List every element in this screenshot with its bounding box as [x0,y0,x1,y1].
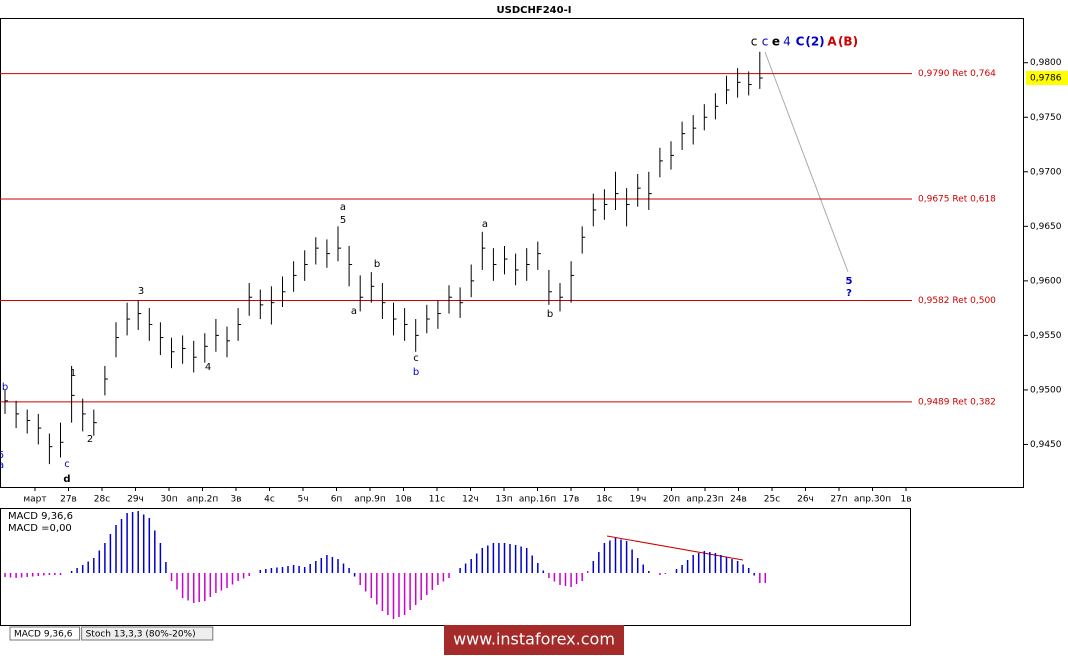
watermark-bg [444,625,624,655]
wave-label: 4 [783,35,791,49]
x-tick-label: 10в [395,495,412,505]
x-tick-label: 29ч [127,495,144,505]
level-label: 0,9790 Ret 0,764 [918,69,996,79]
wave-label: 5 [340,215,346,226]
wave-label: c [751,35,758,49]
wave-label: b [547,309,553,320]
x-tick-label: 27п [830,495,847,505]
wave-label: a [0,460,4,471]
wave-label: (2) [805,35,824,49]
wave-label: ? [846,288,852,299]
x-tick-label: 3в [230,495,241,505]
wave-label: 5 [0,450,4,461]
y-tick-label: 0,9500 [1030,385,1062,395]
x-tick-label: 28с [94,495,110,505]
y-tick-label: 0,9800 [1030,58,1062,68]
wave-label: c [413,353,419,364]
tab-label: MACD 9,36,6 [14,630,73,640]
x-tick-label: 5ч [297,495,308,505]
watermark: www.instaforex.com [453,630,615,649]
y-tick-label: 0,9700 [1030,167,1062,177]
x-tick-label: 30п [160,495,177,505]
x-tick-label: 11с [429,495,445,505]
x-tick-label: 17в [563,495,580,505]
divergence-line [606,535,744,561]
y-tick-label: 0,9600 [1030,276,1062,286]
wave-label: 1 [70,368,76,379]
x-tick-label: 27в [60,495,77,505]
x-tick-label: 24в [730,495,747,505]
wave-label: C [796,35,805,49]
chart-title: USDCHF240-I [497,5,572,16]
wave-label: c [64,459,70,470]
macd-value: MACD =0,00 [8,523,72,534]
wave-label: d [63,474,70,485]
price-label: 0,9786 [1030,73,1062,83]
x-tick-label: март [23,495,46,505]
level-label: 0,9675 Ret 0,618 [918,195,996,205]
wave-label: 5 [846,276,853,287]
wave-label: c [762,35,769,49]
price-box [1026,70,1068,85]
x-tick-label: 13п [495,495,512,505]
x-tick-label: апр.2п [187,495,219,505]
tab [81,626,214,641]
wave-label: A [827,35,837,49]
wave-label: b [374,259,380,270]
x-tick-label: апр.16п [519,495,556,505]
level-label: 0,9582 Ret 0,500 [918,296,996,306]
level-label: 0,9489 Ret 0,382 [918,397,996,407]
x-tick-label: 26ч [797,495,814,505]
y-tick-label: 0,9550 [1030,331,1062,341]
x-tick-label: 18с [596,495,612,505]
x-tick-label: апр.23п [686,495,723,505]
x-tick-label: 20п [663,495,680,505]
wave-label: a [351,306,357,317]
wave-label: a [340,202,346,213]
macd-label: MACD 9,36,6 [8,511,73,522]
wave-label: b [2,382,8,393]
y-tick-label: 0,9450 [1030,440,1062,450]
forecast-line [764,51,849,273]
tab-label: Stoch 13,3,3 (80%-20%) [86,630,196,640]
x-tick-label: 19ч [630,495,647,505]
wave-label: b [413,367,419,378]
wave-label: e [772,35,780,49]
x-tick-label: апр.9п [354,495,386,505]
x-tick-label: 25с [764,495,780,505]
wave-label: a [482,219,488,230]
macd-frame [0,508,911,626]
x-tick-label: 12ч [462,495,479,505]
wave-label: 2 [87,434,93,445]
y-tick-label: 0,9750 [1030,113,1062,123]
wave-label: 4 [205,362,211,373]
wave-label: 3 [138,286,144,297]
x-tick-label: апр.30п [854,495,891,505]
wave-label: (B) [838,35,858,49]
x-tick-label: 6п [331,495,343,505]
main-frame [0,18,1024,488]
tab [9,626,81,641]
x-tick-label: 1в [900,495,911,505]
y-tick-label: 0,9650 [1030,222,1062,232]
x-tick-label: 4с [264,495,275,505]
